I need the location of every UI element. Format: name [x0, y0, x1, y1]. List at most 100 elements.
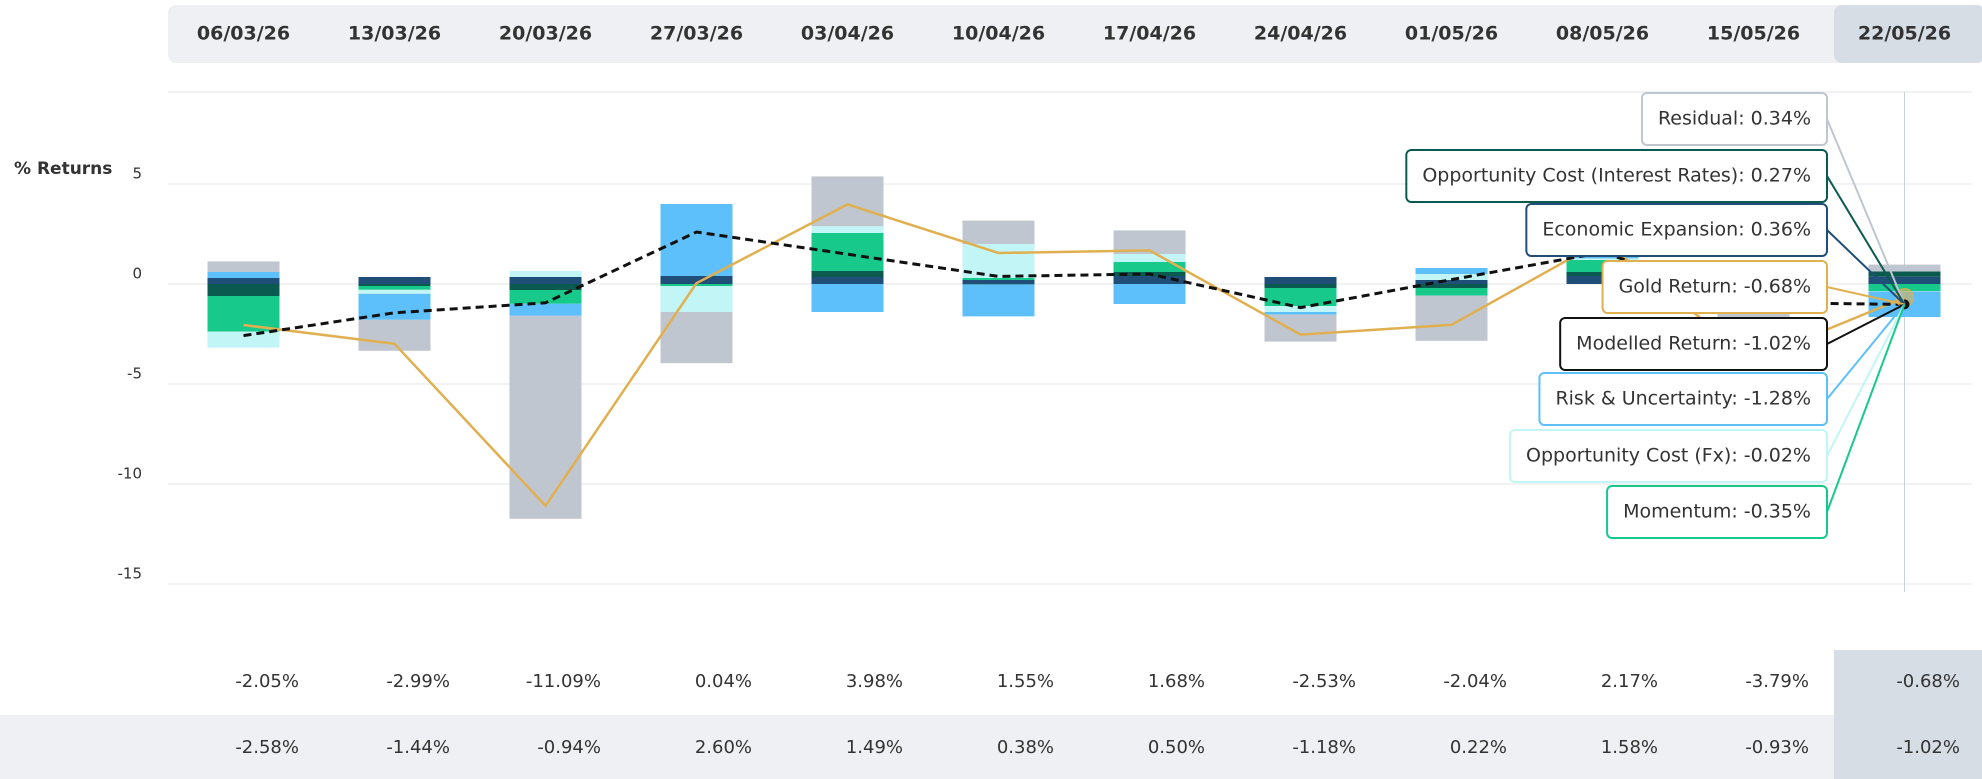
x-tick-label: 15/05/26 [1707, 23, 1800, 45]
x-tick-label: 01/05/26 [1405, 23, 1498, 45]
value-label: 2.17% [1601, 671, 1658, 692]
bar-segment [509, 271, 582, 277]
bar-segment [509, 303, 582, 316]
bar-segment [207, 272, 280, 278]
bar-segment [962, 284, 1035, 317]
x-tick-label: 10/04/26 [952, 23, 1045, 45]
bar-segment [1415, 274, 1488, 280]
value-label: 0.04% [695, 671, 752, 692]
tooltip-text: Residual: 0.34% [1658, 108, 1811, 130]
value-label: 3.98% [846, 671, 903, 692]
y-axis-label: % Returns [14, 159, 112, 179]
tooltip [1538, 372, 1828, 426]
y-tick-label: -5 [127, 365, 142, 383]
tooltip-text: Economic Expansion: 0.36% [1542, 219, 1811, 241]
tooltip-text: Opportunity Cost (Interest Rates): 0.27% [1422, 165, 1811, 187]
bar-segment [358, 293, 431, 320]
bar-segment [1415, 288, 1488, 296]
bar-segment [1868, 271, 1941, 277]
value-label: -2.99% [386, 671, 450, 692]
x-tick-label: 08/05/26 [1556, 23, 1649, 45]
tooltip-connector [1826, 118, 1906, 305]
bar-segment [207, 296, 280, 332]
bar-segment [1264, 284, 1337, 288]
tooltip-connector [1826, 303, 1906, 457]
bar-segment [811, 226, 884, 233]
value-label: -1.02% [1896, 737, 1960, 758]
value-label: -0.68% [1896, 671, 1960, 692]
value-label: 1.49% [846, 737, 903, 758]
bar-segment [660, 204, 733, 276]
bar-segment [1566, 258, 1639, 260]
bar-segment [1113, 230, 1186, 254]
value-label: 1.55% [997, 671, 1054, 692]
bar-segment [509, 284, 582, 290]
bar-segment [1264, 312, 1337, 315]
tooltip [1559, 317, 1828, 371]
bar-segment [1868, 276, 1941, 284]
value-label: -2.53% [1292, 671, 1356, 692]
tooltip-text: Momentum: -0.35% [1623, 501, 1811, 523]
bar-segment [1415, 268, 1488, 274]
bar-segment [207, 331, 280, 348]
bar-segment [1868, 264, 1941, 272]
row-bg [0, 715, 168, 779]
bar-segment [509, 290, 582, 304]
tooltip-connector [1826, 229, 1906, 306]
tooltip [1640, 92, 1828, 146]
y-tick-label: -10 [118, 465, 143, 483]
tooltip-text: Risk & Uncertainty: -1.28% [1555, 388, 1811, 410]
bar-segment [1264, 288, 1337, 306]
bar-segment [1415, 280, 1488, 284]
y-tick-label: -15 [118, 565, 143, 583]
tooltip-text: Modelled Return: -1.02% [1576, 333, 1811, 355]
bar-segment [207, 261, 280, 272]
value-label: 1.68% [1148, 671, 1205, 692]
x-tick-label: 13/03/26 [348, 23, 441, 45]
tooltip-connector [1826, 175, 1906, 305]
bar-segment [1264, 277, 1337, 284]
bar-segment [1415, 295, 1488, 341]
tooltip [1509, 429, 1828, 483]
bar-segment [1113, 262, 1186, 272]
bar-segment [962, 278, 1035, 280]
tooltip-connector [1826, 304, 1906, 513]
tooltip-text: Opportunity Cost (Fx): -0.02% [1526, 445, 1811, 467]
value-label: 0.22% [1450, 737, 1507, 758]
column-highlight [1834, 650, 1982, 779]
tooltip [1405, 149, 1828, 203]
x-tick-label: 22/05/26 [1858, 23, 1951, 45]
value-label: -2.05% [235, 671, 299, 692]
value-label: -1.18% [1292, 737, 1356, 758]
bar-segment [358, 286, 431, 290]
value-label: 0.38% [997, 737, 1054, 758]
x-tick-label: 27/03/26 [650, 23, 743, 45]
value-label: -2.58% [235, 737, 299, 758]
tooltip [1606, 485, 1828, 539]
column-highlight [1834, 5, 1982, 63]
value-label: -11.09% [526, 671, 601, 692]
value-label: -0.93% [1745, 737, 1809, 758]
line [243, 230, 1905, 338]
bar-segment [811, 284, 884, 312]
bar-segment [1415, 284, 1488, 288]
bar-segment [811, 277, 884, 284]
x-tick-label: 24/04/26 [1254, 23, 1347, 45]
bar-segment [1868, 284, 1941, 291]
bar-segment [358, 284, 431, 286]
bar-segment [207, 278, 280, 284]
tooltip-connector [1826, 303, 1905, 345]
tooltip-connector [1826, 303, 1906, 400]
bar-segment [962, 244, 1035, 278]
bar-segment [509, 315, 582, 519]
bar-segment [1113, 254, 1186, 262]
bar-segment [962, 280, 1035, 284]
bar-segment [358, 319, 431, 351]
value-label: -1.44% [386, 737, 450, 758]
tooltip-connector [1826, 286, 1905, 306]
bar-segment [207, 284, 280, 296]
row-bg [168, 715, 1982, 779]
bar-segment [1264, 314, 1337, 342]
value-label: 0.50% [1148, 737, 1205, 758]
